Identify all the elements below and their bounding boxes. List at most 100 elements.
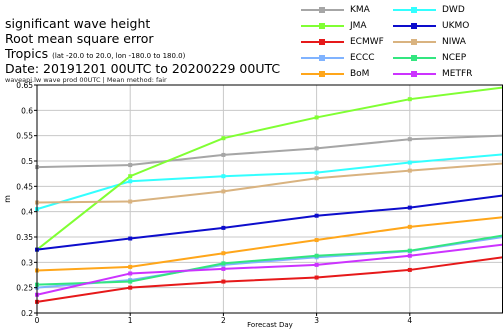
legend-swatch-marker <box>319 7 325 13</box>
series-line <box>36 216 503 272</box>
data-point <box>221 136 226 141</box>
series-metfr <box>35 243 503 297</box>
data-point <box>407 137 412 142</box>
data-point <box>314 253 319 258</box>
date-range: Date: 20191201 00UTC to 20200229 00UTC <box>5 61 281 76</box>
series-niwa <box>35 162 503 205</box>
legend-label: ECCC <box>350 53 375 63</box>
data-point <box>314 238 319 243</box>
legend-swatch-marker <box>411 71 417 77</box>
x-tick-label: 0 <box>35 316 40 325</box>
data-point <box>314 115 319 120</box>
legend-item-ukmo: UKMO <box>393 20 469 32</box>
legend-swatch <box>393 53 436 63</box>
data-point <box>221 189 226 194</box>
legend-swatch-marker <box>411 23 417 29</box>
data-point <box>407 205 412 210</box>
data-point <box>128 279 133 284</box>
region-label: Tropics (lat -20.0 to 20.0, lon -180.0 t… <box>5 46 185 61</box>
data-point <box>314 275 319 280</box>
data-point <box>314 176 319 181</box>
legend-swatch-marker <box>411 55 417 61</box>
series-layer <box>35 86 503 304</box>
y-tick-label: 0.35 <box>16 233 33 242</box>
legend-swatch <box>301 21 344 31</box>
y-tick-label: 0.25 <box>16 284 33 293</box>
legend-label: NIWA <box>442 37 466 47</box>
data-point <box>314 170 319 175</box>
legend-item-jma: JMA <box>301 20 367 32</box>
data-point <box>221 225 226 230</box>
data-point <box>128 163 133 168</box>
legend-swatch-marker <box>411 39 417 45</box>
data-point <box>128 236 133 241</box>
method-note: waveapi.lw wave prod 00UTC | Mean method… <box>5 76 167 84</box>
legend-swatch <box>393 37 436 47</box>
series-line <box>36 134 503 169</box>
data-point <box>407 97 412 102</box>
metric-label: Root mean square error <box>5 31 154 46</box>
legend-label: DWD <box>442 5 465 15</box>
y-axis-label: m <box>3 195 12 203</box>
region-name: Tropics <box>5 46 49 61</box>
legend-label: UKMO <box>442 21 470 31</box>
series-line <box>36 194 503 251</box>
data-point <box>407 168 412 173</box>
data-point <box>407 248 412 253</box>
x-tick-label: 4 <box>407 316 412 325</box>
legend-label: BoM <box>350 69 370 79</box>
data-point <box>128 264 133 269</box>
series-line <box>36 153 503 211</box>
data-point <box>221 261 226 266</box>
y-tick-label: 0.2 <box>21 309 33 318</box>
data-point <box>407 267 412 272</box>
data-point <box>314 146 319 151</box>
data-point <box>221 279 226 284</box>
legend-label: ECMWF <box>350 37 384 47</box>
data-point <box>407 224 412 229</box>
data-point <box>221 174 226 179</box>
legend-swatch <box>393 21 436 31</box>
legend-swatch <box>393 69 436 79</box>
legend-swatch <box>301 37 344 47</box>
data-point <box>407 160 412 165</box>
data-point <box>128 271 133 276</box>
series-line <box>36 256 503 303</box>
y-tick-label: 0.45 <box>16 182 33 191</box>
data-point <box>221 152 226 157</box>
data-point <box>314 213 319 218</box>
y-tick-label: 0.3 <box>21 258 33 267</box>
legend-item-eccc: ECCC <box>301 52 375 64</box>
data-point <box>314 262 319 267</box>
legend-swatch <box>301 5 344 15</box>
y-tick-label: 0.6 <box>21 106 33 115</box>
y-tick-label: 0.65 <box>16 81 33 90</box>
legend-item-ecmwf: ECMWF <box>301 36 384 48</box>
legend-swatch-marker <box>319 23 325 29</box>
data-point <box>128 174 133 179</box>
axes: 0.2 0.25 0.3 0.35 0.4 0.45 0.5 0.55 0.6 0.65 0 1 2 3 4 <box>16 81 503 325</box>
legend-swatch-marker <box>319 71 325 77</box>
legend-item-kma: KMA <box>301 4 370 16</box>
data-point <box>128 179 133 184</box>
data-point <box>128 285 133 290</box>
data-point <box>221 266 226 271</box>
x-tick-label: 3 <box>314 316 319 325</box>
series-line <box>36 234 503 286</box>
y-tick-label: 0.4 <box>21 208 33 217</box>
legend-item-ncep: NCEP <box>393 52 466 64</box>
chart-title: significant wave height <box>5 16 151 31</box>
x-axis-label: Forecast Day <box>247 321 293 329</box>
legend-label: METFR <box>442 69 473 79</box>
legend-swatch-marker <box>319 55 325 61</box>
legend-item-niwa: NIWA <box>393 36 466 48</box>
series-ecmwf <box>35 256 503 304</box>
legend-swatch <box>301 69 344 79</box>
series-kma <box>35 134 503 170</box>
legend-item-bom: BoM <box>301 68 369 80</box>
legend-swatch-marker <box>411 7 417 13</box>
x-tick-label: 1 <box>128 316 133 325</box>
legend-item-metfr: METFR <box>393 68 472 80</box>
data-point <box>128 199 133 204</box>
